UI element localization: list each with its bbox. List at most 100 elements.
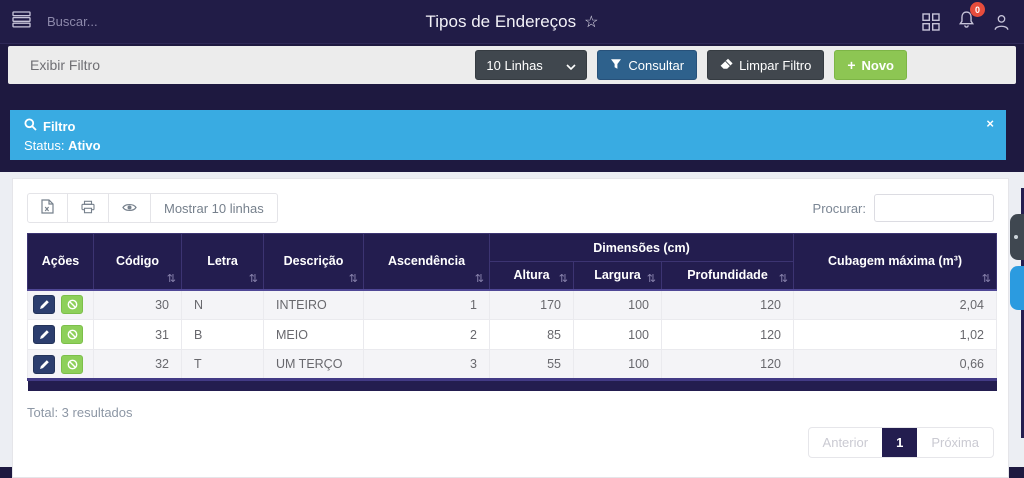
sort-icon[interactable]: ⇅ <box>778 272 788 285</box>
pagination-page-1[interactable]: 1 <box>882 428 918 457</box>
edge-help-tab[interactable] <box>1010 266 1024 310</box>
sort-icon[interactable]: ⇅ <box>981 272 991 285</box>
edit-button[interactable] <box>33 354 55 374</box>
pagination-next[interactable]: Próxima <box>931 435 979 450</box>
cell-ascendencia: 3 <box>363 349 490 380</box>
cell-profundidade: 120 <box>661 349 794 380</box>
chevron-down-icon <box>566 58 576 73</box>
edit-button[interactable] <box>33 325 55 344</box>
pagination: Anterior 1 Próxima <box>807 427 994 458</box>
novo-button[interactable]: + Novo <box>834 50 907 80</box>
results-total: Total: 3 resultados <box>27 404 133 420</box>
col-header-acoes: Ações <box>27 233 94 291</box>
cell-cubagem: 1,02 <box>793 319 997 350</box>
eraser-icon <box>720 58 733 73</box>
row-actions <box>27 349 94 380</box>
novo-label: Novo <box>861 57 895 73</box>
cell-cubagem: 2,04 <box>793 289 997 320</box>
cell-ascendencia: 2 <box>363 319 490 350</box>
navbar-actions: 0 <box>922 0 1010 44</box>
cell-largura: 100 <box>573 319 662 350</box>
global-search <box>47 13 207 31</box>
cell-descricao: UM TERÇO <box>263 349 364 380</box>
cell-descricao: MEIO <box>263 319 364 350</box>
cell-descricao: INTEIRO <box>263 289 364 320</box>
consultar-button[interactable]: Consultar <box>597 50 698 80</box>
row-actions <box>27 289 94 320</box>
menu-toggle-button[interactable] <box>12 10 31 33</box>
cell-codigo: 32 <box>93 349 182 380</box>
col-header-cubagem[interactable]: Cubagem máxima (m³) ⇅ <box>793 233 997 291</box>
rows-per-page-value: 10 Linhas <box>486 57 543 73</box>
cell-ascendencia: 1 <box>363 289 490 320</box>
table-search-input[interactable] <box>874 194 994 222</box>
cell-codigo: 31 <box>93 319 182 350</box>
table-tools-group: Mostrar 10 linhas <box>27 193 278 223</box>
eye-icon <box>122 201 137 216</box>
col-header-descricao[interactable]: Descrição ⇅ <box>263 233 364 291</box>
col-header-ascendencia[interactable]: Ascendência ⇅ <box>363 233 490 291</box>
rows-per-page-select[interactable]: 10 Linhas <box>475 50 588 80</box>
sort-icon[interactable]: ⇅ <box>558 272 568 285</box>
table-row: 32 T UM TERÇO 3 55 100 120 0,66 <box>27 349 997 380</box>
sort-icon[interactable]: ⇅ <box>166 272 176 285</box>
col-header-largura[interactable]: Largura ⇅ <box>573 261 662 291</box>
results-card: Mostrar 10 linhas Procurar: Ações Código… <box>12 178 1009 478</box>
results-table: Ações Código ⇅ Letra ⇅ Descrição ⇅ Ascendên… <box>27 233 997 391</box>
pagination-previous[interactable]: Anterior <box>822 435 869 450</box>
notification-count-badge: 0 <box>970 2 985 17</box>
consultar-label: Consultar <box>628 57 685 73</box>
global-search-input[interactable] <box>47 13 207 29</box>
cell-altura: 170 <box>489 289 574 320</box>
edit-button[interactable] <box>33 295 55 315</box>
edge-settings-tab[interactable] <box>1010 214 1024 260</box>
print-button[interactable] <box>67 193 109 223</box>
sort-icon[interactable]: ⇅ <box>646 272 656 285</box>
alert-title: Filtro <box>43 118 76 134</box>
col-header-altura[interactable]: Altura ⇅ <box>489 261 574 291</box>
export-excel-button[interactable] <box>27 193 68 223</box>
cell-codigo: 30 <box>93 289 182 320</box>
table-header: Ações Código ⇅ Letra ⇅ Descrição ⇅ Ascendên… <box>27 233 997 291</box>
notifications-button[interactable]: 0 <box>957 2 985 34</box>
sort-icon[interactable]: ⇅ <box>348 272 358 285</box>
column-visibility-button[interactable] <box>108 193 151 223</box>
bell-icon <box>957 10 976 34</box>
cell-largura: 100 <box>573 289 662 320</box>
cell-cubagem: 0,66 <box>793 349 997 380</box>
filter-alert-banner: Filtro Status: Ativo × <box>10 110 1006 160</box>
filter-toolbar: Exibir Filtro 10 Linhas Consultar Limpar… <box>8 46 1016 84</box>
show-filter-link[interactable]: Exibir Filtro <box>30 57 101 73</box>
cell-largura: 100 <box>573 349 662 380</box>
alert-status-row: Status: Ativo <box>24 138 992 153</box>
sort-icon[interactable]: ⇅ <box>474 272 484 285</box>
favorite-star-icon[interactable]: ☆ <box>584 14 599 31</box>
col-header-dimensoes: Dimensões (cm) <box>489 233 794 262</box>
apps-grid-icon[interactable] <box>922 13 940 31</box>
user-profile-icon[interactable] <box>993 13 1010 32</box>
table-toolbar: Mostrar 10 linhas Procurar: <box>27 193 994 223</box>
limpar-filtro-label: Limpar Filtro <box>739 57 812 73</box>
filter-funnel-icon <box>610 58 622 73</box>
table-search-label: Procurar: <box>812 200 866 216</box>
limpar-filtro-button[interactable]: Limpar Filtro <box>707 50 825 80</box>
sort-icon[interactable]: ⇅ <box>248 272 258 285</box>
col-header-profundidade[interactable]: Profundidade ⇅ <box>661 261 794 291</box>
col-header-codigo[interactable]: Código ⇅ <box>93 233 182 291</box>
table-row: 31 B MEIO 2 85 100 120 1,02 <box>27 319 997 350</box>
col-header-letra[interactable]: Letra ⇅ <box>181 233 264 291</box>
show-rows-button[interactable]: Mostrar 10 linhas <box>150 193 278 223</box>
plus-icon: + <box>847 57 856 73</box>
table-body: 30 N INTEIRO 1 170 100 120 2,04 31 B <box>27 289 997 380</box>
cell-letra: B <box>181 319 264 350</box>
deactivate-button[interactable] <box>61 354 84 374</box>
cell-altura: 55 <box>489 349 574 380</box>
page-title: Tipos de Endereços <box>425 12 577 31</box>
table-search: Procurar: <box>813 194 994 222</box>
deactivate-button[interactable] <box>61 325 84 344</box>
deactivate-button[interactable] <box>61 295 84 315</box>
alert-close-icon[interactable]: × <box>986 116 994 131</box>
cell-letra: N <box>181 289 264 320</box>
table-row: 30 N INTEIRO 1 170 100 120 2,04 <box>27 289 997 320</box>
